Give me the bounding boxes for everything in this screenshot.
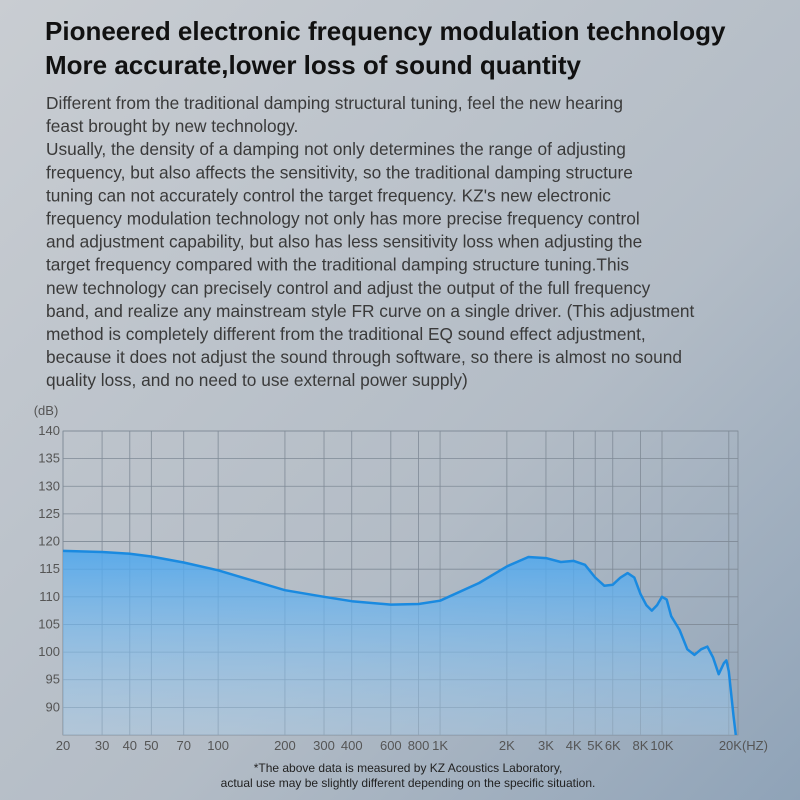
- headline: More accurate,lower loss of sound quanti…: [45, 50, 582, 80]
- x-tick-label: 40: [123, 738, 137, 753]
- y-tick-label: 120: [38, 534, 60, 549]
- x-tick-label: 3K: [538, 738, 554, 753]
- x-tick-label: 5K: [587, 738, 603, 753]
- x-tick-label: 50: [144, 738, 158, 753]
- x-tick-label: 200: [274, 738, 296, 753]
- y-tick-label: 90: [46, 699, 60, 714]
- y-tick-label: 105: [38, 616, 60, 631]
- x-tick-label: 300: [313, 738, 335, 753]
- body-text: frequency, but also affects the sensitiv…: [46, 162, 633, 182]
- x-tick-label: 2K: [499, 738, 515, 753]
- body-text: method is completely different from the …: [46, 324, 646, 344]
- y-tick-label: 130: [38, 478, 60, 493]
- area-fill: [63, 550, 736, 735]
- x-tick-label: 1K: [432, 738, 448, 753]
- y-tick-label: 125: [38, 506, 60, 521]
- y-tick-label: 100: [38, 644, 60, 659]
- body-text: new technology can precisely control and…: [46, 278, 651, 298]
- headline: Pioneered electronic frequency modulatio…: [45, 16, 726, 46]
- y-tick-label: 115: [39, 561, 60, 576]
- x-tick-label: 20K(HZ): [719, 738, 768, 753]
- x-tick-label: 400: [341, 738, 363, 753]
- x-tick-label: 20: [56, 738, 70, 753]
- body-text: target frequency compared with the tradi…: [46, 255, 629, 275]
- body-text: Different from the traditional damping s…: [46, 93, 623, 113]
- x-tick-label: 100: [207, 738, 229, 753]
- y-axis-label: (dB): [34, 403, 59, 418]
- body-text: band, and realize any mainstream style F…: [46, 301, 695, 321]
- body-text: quality loss, and no need to use externa…: [46, 370, 468, 390]
- response-line: [62, 549, 738, 736]
- x-tick-label: 600: [380, 738, 402, 753]
- x-tick-label: 70: [177, 738, 191, 753]
- x-tick-label: 800: [408, 738, 430, 753]
- body-text: and adjustment capability, but also has …: [46, 232, 642, 252]
- y-tick-label: 110: [39, 589, 60, 604]
- body-text: Usually, the density of a damping not on…: [46, 139, 626, 159]
- x-tick-label: 6K: [605, 738, 621, 753]
- body-text: tuning can not accurately control the ta…: [46, 185, 611, 205]
- body-text: because it does not adjust the sound thr…: [46, 347, 682, 367]
- y-tick-label: 135: [38, 451, 60, 466]
- footnote: *The above data is measured by KZ Acoust…: [254, 761, 563, 775]
- x-tick-label: 10K: [650, 738, 673, 753]
- x-tick-label: 4K: [566, 738, 582, 753]
- y-tick-label: 140: [38, 423, 60, 438]
- body-text: frequency modulation technology not only…: [46, 209, 640, 229]
- body-text: feast brought by new technology.: [46, 116, 298, 136]
- x-tick-label: 8K: [633, 738, 649, 753]
- chart: (dB) 90 95 100 105 110 115 120 125 130 135 140 20 30 4…: [34, 403, 768, 753]
- x-tick-label: 30: [95, 738, 109, 753]
- footnote: actual use may be slightly different dep…: [221, 776, 596, 790]
- y-tick-label: 95: [46, 672, 60, 687]
